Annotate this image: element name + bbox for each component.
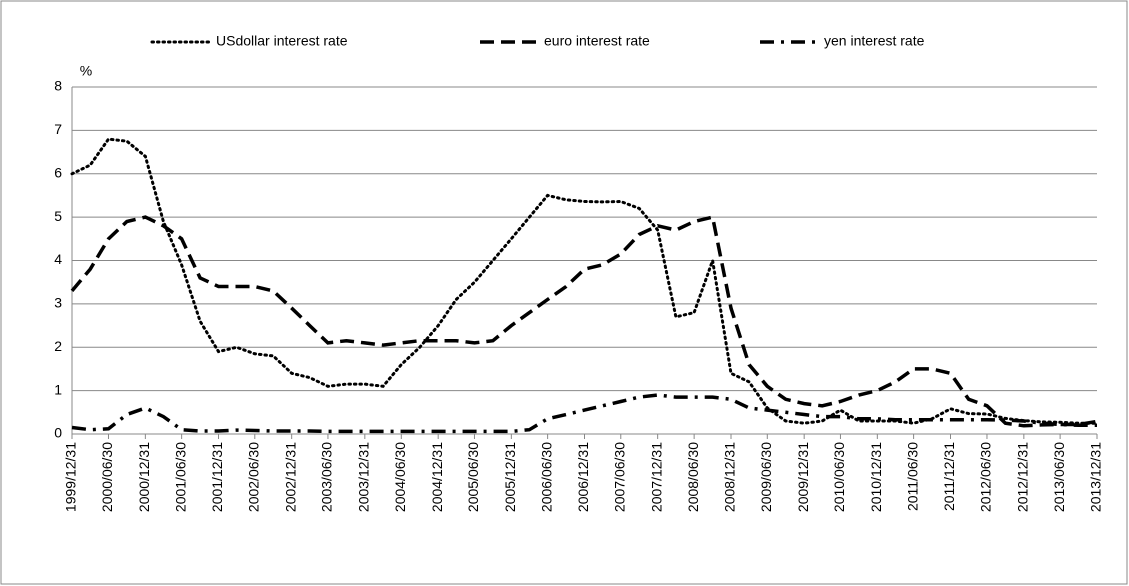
- x-tick-label: 2009/06/30: [758, 442, 774, 512]
- legend-label: USdollar interest rate: [216, 33, 348, 49]
- x-tick-label: 2010/06/30: [831, 442, 847, 512]
- x-tick-label: 2002/12/31: [282, 442, 298, 512]
- y-tick-label: 1: [54, 381, 62, 397]
- x-tick-label: 2011/06/30: [904, 442, 920, 511]
- x-tick-label: 2004/06/30: [392, 442, 408, 512]
- x-tick-label: 2008/12/31: [722, 442, 738, 512]
- x-tick-label: 2012/12/31: [1015, 442, 1031, 512]
- x-tick-label: 2003/12/31: [356, 442, 372, 512]
- y-tick-label: 3: [54, 295, 62, 311]
- y-tick-label: 8: [54, 78, 62, 94]
- x-tick-label: 2003/06/30: [319, 442, 335, 512]
- series-line: [70, 214, 1098, 428]
- x-tick-label: 2005/12/31: [502, 442, 518, 512]
- x-tick-label: 2006/12/31: [575, 442, 591, 512]
- x-tick-label: 2010/12/31: [868, 442, 884, 512]
- series-line: [71, 393, 1097, 434]
- y-tick-label: 0: [54, 425, 62, 441]
- x-tick-label: 2007/12/31: [648, 442, 664, 512]
- x-tick-label: 2007/06/30: [611, 442, 627, 512]
- x-tick-label: 2013/06/30: [1051, 442, 1067, 512]
- x-tick-label: 2002/06/30: [245, 442, 261, 512]
- y-tick-label: 2: [54, 338, 62, 354]
- x-tick-label: 2001/12/31: [209, 442, 225, 512]
- x-tick-label: 2011/12/31: [941, 442, 957, 511]
- y-tick-label: 7: [54, 121, 62, 137]
- x-tick-label: 2000/06/30: [99, 442, 115, 512]
- x-tick-label: 2004/12/31: [429, 442, 445, 512]
- x-tick-label: 2001/06/30: [172, 442, 188, 512]
- x-tick-label: 2013/12/31: [1088, 442, 1104, 512]
- y-tick-label: 5: [54, 208, 62, 224]
- x-tick-label: 2005/06/30: [465, 442, 481, 512]
- y-axis-label: %: [80, 63, 92, 79]
- y-tick-label: 4: [54, 251, 62, 267]
- x-tick-label: 2012/06/30: [978, 442, 994, 512]
- x-tick-label: 2000/12/31: [136, 442, 152, 512]
- x-tick-label: 2006/06/30: [538, 442, 554, 512]
- x-tick-label: 2009/12/31: [795, 442, 811, 512]
- x-tick-label: 1999/12/31: [63, 442, 79, 512]
- x-tick-label: 2008/06/30: [685, 442, 701, 512]
- y-tick-label: 6: [54, 164, 62, 180]
- legend-label: euro interest rate: [544, 33, 650, 49]
- legend-label: yen interest rate: [824, 33, 925, 49]
